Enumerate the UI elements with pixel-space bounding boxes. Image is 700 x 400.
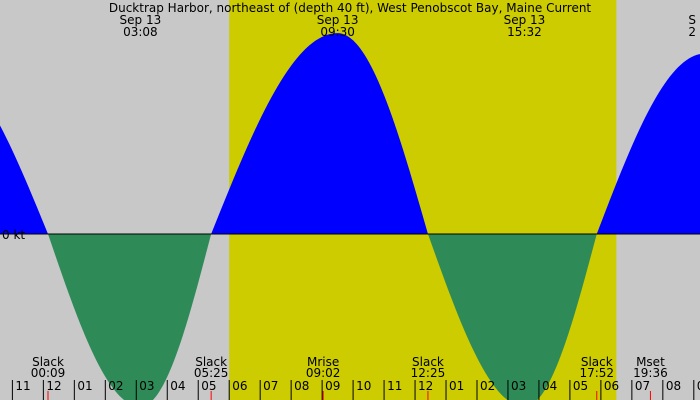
hour-tick-label: 10 [356, 379, 371, 393]
event-label: Slack [195, 355, 227, 369]
ebb-area [48, 234, 212, 400]
hour-tick-label: 12 [418, 379, 433, 393]
hour-tick-label: 12 [46, 379, 61, 393]
hour-tick-label: 07 [263, 379, 278, 393]
flood-area [211, 33, 428, 235]
top-label-date: Sep 13 [120, 13, 162, 27]
bottom-labels: Slack00:09Slack05:25Mrise09:02Slack12:25… [31, 355, 668, 400]
hour-tick-label: 01 [449, 379, 464, 393]
chart-title: Ducktrap Harbor, northeast of (depth 40 … [109, 1, 592, 15]
top-label-date: Sep 13 [317, 13, 359, 27]
hour-tick-label: 02 [480, 379, 495, 393]
hour-tick-label: 09 [325, 379, 340, 393]
event-time: 09:02 [306, 366, 341, 380]
hour-tick-label: 11 [387, 379, 402, 393]
top-label-time: 2 [688, 25, 696, 39]
hour-tick-label: 03 [511, 379, 526, 393]
hour-tick-label: 05 [201, 379, 216, 393]
hour-tick-label: 08 [666, 379, 681, 393]
current-curves [0, 33, 700, 400]
hour-tick-label: 11 [15, 379, 30, 393]
flood-area [596, 54, 700, 234]
event-time: 12:25 [411, 366, 446, 380]
hour-axis: 11 12 01 02 03 04 05 06 07 08 09 10 11 12 01 02 03 04 05 06… [11, 379, 700, 400]
event-label: Slack [412, 355, 444, 369]
hour-tick-label: 08 [294, 379, 309, 393]
event-label: Slack [581, 355, 613, 369]
event-time: 17:52 [579, 366, 614, 380]
top-label-date: S [688, 13, 696, 27]
top-label-time: 03:08 [123, 25, 158, 39]
flood-area [0, 125, 49, 234]
hour-tick-label: 05 [573, 379, 588, 393]
event-time: 19:36 [633, 366, 668, 380]
hour-tick-label: 06 [232, 379, 247, 393]
hour-tick-label: 06 [604, 379, 619, 393]
hour-tick-label: 07 [635, 379, 650, 393]
hour-tick-label: 09 [697, 379, 700, 393]
hour-tick-label: 03 [139, 379, 154, 393]
ebb-area [427, 234, 597, 400]
top-label-date: Sep 13 [504, 13, 546, 27]
hour-tick-label: 01 [77, 379, 92, 393]
hour-tick-label: 04 [542, 379, 557, 393]
top-label-time: 09:30 [320, 25, 355, 39]
event-time: 05:25 [194, 366, 229, 380]
top-label-time: 15:32 [507, 25, 542, 39]
event-label: Mset [636, 355, 665, 369]
event-time: 00:09 [31, 366, 66, 380]
hour-tick-label: 04 [170, 379, 185, 393]
hour-tick-label: 02 [108, 379, 123, 393]
event-label: Mrise [307, 355, 339, 369]
event-label: Slack [32, 355, 64, 369]
zero-label: 0 kt [2, 228, 25, 242]
